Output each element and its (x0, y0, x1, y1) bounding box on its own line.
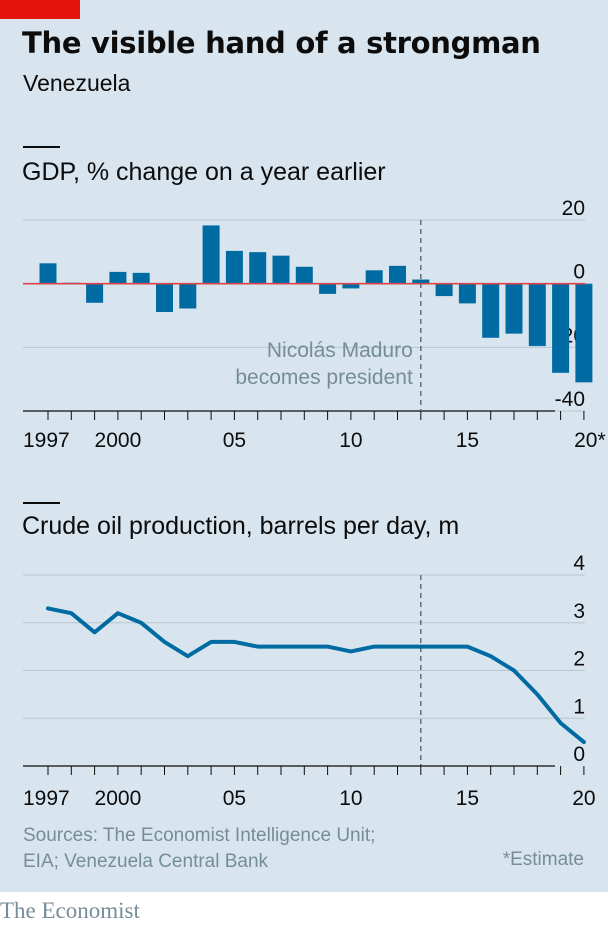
estimate-footnote: *Estimate (502, 849, 584, 870)
oil-ytick-label: 1 (573, 695, 585, 718)
brand-tab (0, 0, 80, 19)
oil-ytick-label: 4 (573, 552, 585, 575)
chart-panel (0, 0, 608, 892)
oil-ytick-label: 0 (573, 743, 585, 766)
gdp-xtick-label: 20* (574, 429, 606, 452)
gdp-bar-2003 (179, 283, 197, 309)
gdp-bar-2013 (412, 279, 430, 284)
gdp-bar-2010 (342, 283, 360, 289)
sources-line-2: EIA; Venezuela Central Bank (23, 851, 269, 872)
gdp-xtick-label: 2000 (95, 429, 142, 452)
gdp-bar-2017 (505, 283, 523, 334)
gdp-bar-2009 (319, 283, 337, 294)
gdp-bar-2002 (156, 283, 173, 312)
oil-chart-title: Crude oil production, barrels per day, m (22, 512, 460, 540)
oil-xtick-label: 15 (456, 787, 479, 810)
gdp-bar-2014 (435, 283, 453, 297)
oil-ytick-label: 2 (573, 648, 585, 671)
gdp-bar-2001 (132, 272, 150, 284)
oil-title-rule (23, 502, 60, 504)
gdp-bar-2018 (528, 283, 546, 347)
gdp-bar-2015 (458, 283, 476, 304)
gdp-bar-2012 (389, 265, 406, 284)
gdp-chart-title: GDP, % change on a year earlier (22, 158, 386, 186)
gdp-bar-2019 (552, 283, 570, 373)
gdp-bar-2011 (365, 270, 383, 284)
gdp-ytick-label: -40 (555, 388, 585, 411)
gdp-xtick-label: 05 (223, 429, 246, 452)
sources-note: Sources: The Economist Intelligence Unit… (23, 823, 375, 875)
gdp-bar-2020 (575, 283, 593, 383)
oil-xtick-label: 20 (572, 787, 595, 810)
gdp-xtick-label: 15 (456, 429, 479, 452)
gdp-bar-2007 (272, 255, 290, 284)
gdp-xtick-label: 10 (339, 429, 362, 452)
gdp-bar-1999 (86, 283, 104, 303)
gdp-bar-2016 (482, 283, 500, 338)
gdp-annotation-line-1: Nicolás Maduro (267, 339, 413, 362)
gdp-bar-2006 (249, 252, 267, 284)
sources-line-1: Sources: The Economist Intelligence Unit… (23, 825, 376, 846)
oil-xtick-label: 05 (223, 787, 246, 810)
oil-production-line (46, 606, 586, 745)
gdp-ytick-label: 20 (562, 197, 585, 220)
gdp-bar-2000 (109, 271, 127, 284)
oil-xtick-label: 1997 (23, 787, 70, 810)
oil-ytick-label: 3 (573, 600, 585, 623)
gdp-bar-2008 (295, 266, 313, 284)
gdp-bar-2004 (202, 225, 220, 284)
gdp-ytick-label: 0 (573, 261, 585, 284)
page-subtitle: Venezuela (23, 70, 131, 96)
gdp-bar-2005 (225, 250, 243, 284)
gdp-annotation-line-2: becomes president (235, 366, 413, 389)
economist-logo: The Economist (0, 898, 140, 923)
oil-xtick-label: 10 (339, 787, 362, 810)
gdp-xtick-label: 1997 (23, 429, 70, 452)
gdp-title-rule (23, 146, 60, 148)
oil-xtick-label: 2000 (95, 787, 142, 810)
page-title: The visible hand of a strongman (22, 26, 541, 60)
gdp-bar-1997 (39, 263, 57, 284)
